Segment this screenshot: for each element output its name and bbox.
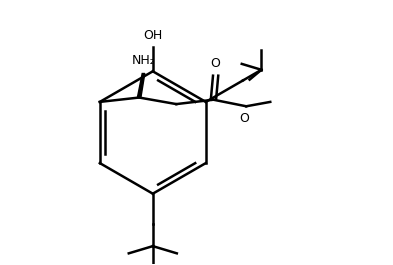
Polygon shape (138, 73, 145, 98)
Text: OH: OH (143, 29, 162, 42)
Text: O: O (239, 112, 249, 125)
Text: NH₂: NH₂ (132, 54, 155, 67)
Text: O: O (211, 57, 220, 70)
